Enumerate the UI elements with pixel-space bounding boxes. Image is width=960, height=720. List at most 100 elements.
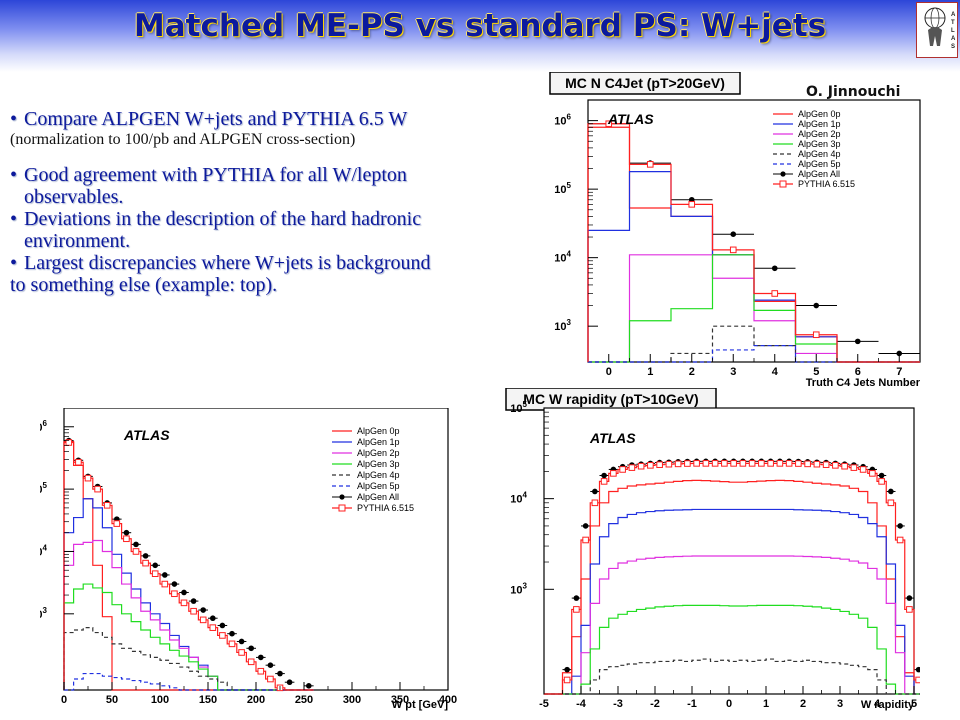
data-marker (84, 474, 92, 482)
legend-label: AlpGen 5p (798, 159, 841, 169)
data-point (897, 523, 903, 529)
data-marker (600, 478, 608, 485)
data-point (123, 529, 130, 536)
bullet-item: • Good agreement with PYTHIA for all W/le… (10, 164, 407, 186)
data-marker (915, 676, 920, 684)
data-point (813, 302, 820, 309)
legend-label: AlpGen 4p (357, 470, 400, 480)
data-point (229, 630, 235, 637)
data-marker (878, 478, 885, 485)
bullet-text: Largest discrepancies where W+jets is ba… (24, 252, 431, 274)
legend-label: AlpGen 4p (798, 149, 841, 159)
data-marker (161, 580, 169, 588)
data-point (771, 265, 778, 272)
y-tick-label: 104 (554, 250, 571, 265)
data-marker (729, 246, 737, 254)
data-point (896, 350, 903, 357)
data-marker (123, 535, 130, 543)
legend-label: AlpGen 0p (798, 109, 841, 119)
svg-text:S: S (951, 44, 955, 50)
svg-text:L: L (951, 28, 955, 34)
data-point (592, 488, 598, 495)
legend-label: AlpGen 1p (798, 119, 841, 129)
x-tick-label: 6 (855, 366, 861, 378)
x-tick-label: 2 (800, 698, 806, 710)
x-tick-label: 1 (647, 366, 653, 378)
data-marker (869, 470, 876, 477)
bullet-text: Good agreement with PYTHIA for all W/lep… (24, 164, 407, 186)
data-marker (776, 460, 784, 467)
title-band (0, 0, 960, 72)
data-marker (887, 499, 895, 507)
data-point (190, 598, 197, 604)
data-marker (841, 462, 848, 470)
x-tick-label: 4 (874, 698, 881, 710)
data-marker (656, 461, 663, 468)
bullet-item: • Deviations in the description of the ha… (10, 208, 422, 230)
wrapidity-chart: MC W rapidity (pT>10GeV) -5 -4 -3 -2 -1 0 1 2 3 4 5… (500, 388, 920, 720)
x-tick-label: 1 (763, 698, 769, 710)
data-marker (674, 460, 682, 468)
y-tick-label: 104 (510, 491, 527, 506)
data-point (277, 670, 283, 677)
data-marker (795, 460, 802, 467)
njet-chart: MC N C4Jet (pT>20GeV) 0 1 2 3 4 5 6 7 103 104 105 10… (538, 72, 928, 394)
data-point (258, 654, 264, 661)
y-tick-label: 105 (510, 400, 527, 415)
data-marker (75, 458, 82, 466)
chart-title: MC W rapidity (pT>10GeV) (523, 391, 698, 407)
plot-frame (63, 408, 449, 691)
bullet-text: Compare ALPGEN W+jets and PYTHIA 6.5 W (24, 108, 408, 130)
data-marker (247, 658, 255, 666)
data-marker (906, 606, 913, 613)
data-marker (767, 460, 774, 467)
legend-label: AlpGen 3p (798, 139, 841, 149)
data-point (854, 338, 861, 345)
data-marker (190, 607, 197, 615)
y-tick-label: 106 (554, 113, 571, 128)
wpt-chart: 0 50 100 150 200 250 300 350 400 103 104 105 106 ATLA… (40, 408, 458, 720)
x-tick-label: -4 (576, 698, 587, 710)
x-tick-label: 200 (247, 694, 265, 706)
atlas-label: ATLAS (589, 430, 636, 446)
x-tick-label: 100 (151, 694, 169, 706)
legend-marker (338, 504, 346, 512)
data-point (582, 523, 589, 529)
data-point (219, 622, 226, 629)
bullet-continuation: environment. (24, 230, 131, 252)
legend-label: AlpGen 5p (357, 481, 400, 491)
data-point (171, 581, 178, 587)
x-tick-label: 50 (106, 694, 118, 706)
data-point (238, 638, 245, 645)
x-tick-label: -2 (650, 698, 660, 710)
data-marker (151, 570, 159, 577)
x-tick-label: 3 (837, 698, 843, 710)
data-marker (619, 466, 626, 473)
data-marker (610, 470, 617, 477)
series-line (544, 508, 920, 695)
data-marker (730, 460, 737, 467)
data-point (133, 541, 139, 548)
data-marker (665, 460, 673, 468)
data-marker (646, 161, 654, 168)
data-marker (771, 290, 779, 297)
data-marker (132, 548, 140, 555)
atlas-logo: A T L A S (916, 2, 958, 58)
x-tick-label: 150 (199, 694, 217, 706)
author-name: O. Jinnouchi (806, 84, 901, 100)
data-marker (702, 460, 710, 467)
data-marker (822, 461, 830, 468)
data-marker (113, 520, 121, 527)
data-marker (238, 649, 245, 656)
data-point (210, 615, 216, 622)
x-axis-label: W rapidity (861, 699, 915, 711)
x-axis-label: W pt [GeV] (392, 699, 449, 711)
x-tick-label: 5 (911, 698, 917, 710)
atlas-label: ATLAS (123, 427, 170, 443)
data-marker (582, 536, 589, 544)
x-tick-label: -5 (539, 698, 549, 710)
data-point (306, 683, 312, 689)
bullet-item: • Compare ALPGEN W+jets and PYTHIA 6.5 W (10, 108, 408, 130)
chart-title-box (549, 72, 741, 95)
y-tick-label: 105 (554, 181, 571, 196)
